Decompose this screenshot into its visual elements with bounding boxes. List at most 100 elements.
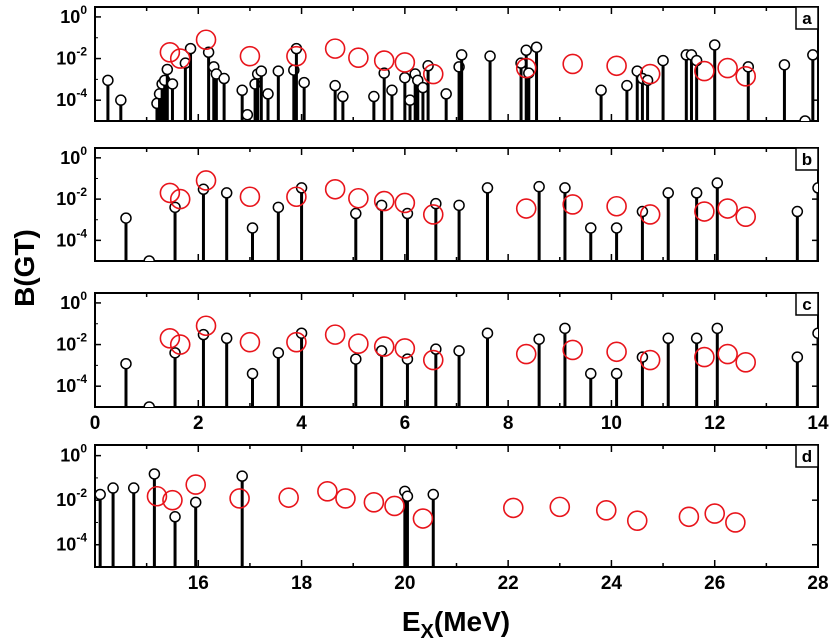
theory-point	[272, 65, 285, 77]
theory-point	[241, 108, 254, 121]
x-tick-label: 28	[807, 573, 828, 594]
experiment-point	[503, 497, 524, 519]
panel-plot-area	[120, 315, 818, 407]
panel-tag-label: b	[802, 150, 812, 169]
experiment-point	[515, 343, 537, 365]
experiment-point	[324, 178, 346, 200]
experiment-point	[169, 334, 191, 355]
x-tick-label: 22	[498, 573, 519, 594]
theory-point	[189, 496, 202, 509]
x-tick-label: 18	[291, 573, 312, 594]
experiment-point	[185, 474, 207, 495]
experiment-point	[717, 343, 738, 365]
theory-point	[220, 332, 233, 345]
theory-point	[455, 49, 468, 61]
theory-point	[272, 201, 285, 214]
theory-point	[148, 468, 161, 480]
theory-point	[453, 345, 465, 357]
experiment-point	[373, 336, 395, 357]
theory-point	[657, 54, 669, 67]
theory-point	[791, 205, 804, 218]
x-tick-label: 26	[704, 573, 725, 594]
experiment-point	[348, 187, 369, 209]
panel-a: 100 10-2 10-4 a	[56, 3, 819, 122]
theory-point	[246, 222, 259, 234]
experiment-point	[195, 170, 217, 191]
theory-point	[690, 187, 703, 199]
theory-point	[778, 59, 791, 71]
experiment-point	[335, 488, 356, 509]
experiment-point	[239, 331, 261, 353]
theory-point	[690, 332, 703, 345]
panel-d: 100 10-2 10-4 16 18 20 22 24 26 28 d	[56, 442, 828, 594]
experiment-point	[162, 489, 183, 511]
experiment-point	[373, 190, 395, 212]
panel-plot-area	[120, 170, 818, 261]
y-tick-label: 10-4	[56, 86, 87, 110]
y-tick-label: 10-2	[56, 486, 87, 510]
y-tick-label: 10-4	[56, 531, 87, 555]
experiment-point	[422, 349, 444, 371]
theory-point	[401, 490, 414, 503]
theory-point	[246, 367, 259, 380]
x-tick-label: 6	[400, 413, 411, 434]
x-tick-label: 2	[193, 413, 204, 434]
experiment-point	[717, 57, 738, 79]
y-tick-label: 10-2	[56, 331, 87, 355]
theory-point	[711, 177, 724, 189]
theory-point	[427, 488, 440, 501]
theory-point	[236, 84, 248, 97]
theory-point	[453, 199, 465, 212]
theory-point	[255, 65, 268, 77]
experiment-point	[348, 333, 369, 354]
experiment-point	[639, 204, 661, 225]
theory-point	[107, 482, 119, 494]
panel-c: 100 10-2 10-40 2 4 6 8 10 12 14 c	[56, 289, 829, 434]
experiment-point	[159, 327, 181, 349]
theory-point	[127, 482, 140, 494]
experiment-point	[595, 500, 617, 521]
x-tick-label: 16	[188, 573, 209, 594]
panel-plot-area	[102, 29, 818, 121]
theory-point	[585, 222, 597, 234]
x-axis-title-subscript: X	[421, 621, 435, 639]
panel-tag-label: a	[802, 9, 812, 28]
experiment-point	[348, 47, 369, 68]
theory-point	[115, 94, 127, 106]
theory-point	[807, 49, 818, 61]
experiment-point	[422, 204, 444, 225]
panel-tag-box	[795, 292, 819, 316]
experiment-point	[694, 60, 715, 82]
experiment-point	[735, 352, 757, 373]
theory-point	[220, 187, 233, 199]
theory-point	[378, 67, 390, 79]
experiment-point	[735, 66, 757, 87]
theory-point	[143, 401, 155, 407]
x-axis-title-unit: (MeV)	[434, 606, 510, 637]
experiment-point	[639, 63, 661, 85]
experiment-point	[169, 188, 191, 210]
experiment-point	[422, 63, 444, 85]
experiment-point	[606, 195, 627, 217]
theory-point	[272, 347, 285, 359]
experiment-point	[412, 508, 434, 529]
y-tick-label: 10-4	[56, 226, 87, 250]
y-tick-label: 100	[60, 289, 87, 313]
experiment-point	[384, 495, 405, 517]
x-tick-label: 24	[601, 573, 623, 594]
theory-point	[120, 357, 132, 370]
experiment-point	[606, 341, 627, 363]
theory-point	[812, 327, 818, 339]
theory-point	[595, 84, 607, 97]
y-tick-label: 10-4	[56, 372, 87, 396]
theory-point	[350, 353, 362, 365]
experiment-point	[562, 339, 583, 361]
x-axis-title: EX(MeV)	[402, 606, 510, 639]
y-tick-label: 10-2	[56, 185, 87, 209]
experiment-point	[562, 53, 583, 75]
theory-point	[337, 90, 349, 103]
theory-point	[481, 182, 494, 194]
experiment-point	[195, 29, 217, 51]
